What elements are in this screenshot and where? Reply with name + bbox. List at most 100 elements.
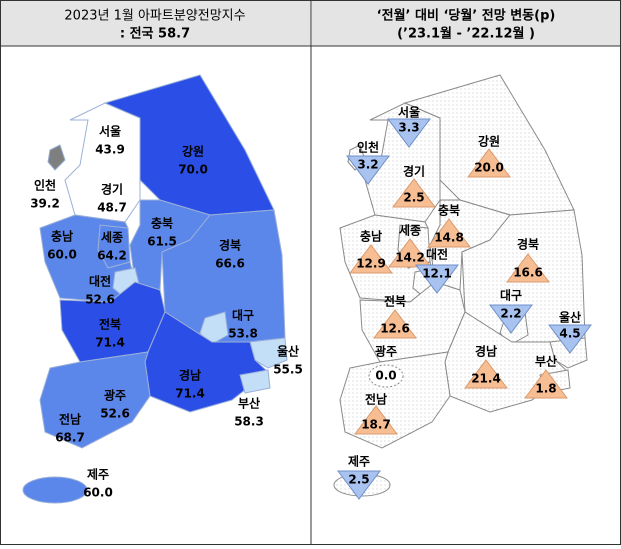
up-marker — [467, 148, 511, 178]
region-shape — [199, 311, 229, 346]
region-value: 60.0 — [47, 248, 77, 262]
up-marker — [524, 369, 568, 399]
up-marker — [388, 238, 432, 268]
region-name: 경북 — [219, 239, 241, 253]
region-value: 48.7 — [97, 201, 127, 215]
region-name: 제주 — [348, 455, 370, 469]
left-title: 2023년 1월 아파트분양전망지수 — [64, 9, 245, 24]
region-name: 광주 — [104, 388, 126, 403]
region-name: 전북 — [99, 317, 121, 332]
region-name: 충북 — [438, 203, 460, 218]
region-value: 60.0 — [83, 486, 113, 500]
down-marker — [489, 304, 533, 334]
region-value: 68.7 — [55, 431, 85, 445]
region-name: 부산 — [535, 354, 557, 369]
region-change: 14.2 — [395, 251, 425, 265]
up-marker — [506, 253, 550, 283]
region-name: 충남 — [51, 229, 73, 244]
region-name: 대구 — [232, 309, 254, 323]
flat-marker — [368, 364, 404, 388]
region-value: 71.4 — [175, 387, 205, 401]
region-name: 경북 — [517, 238, 539, 252]
region-name: 대전 — [426, 247, 448, 262]
region-change: 20.0 — [474, 161, 504, 175]
up-marker — [464, 359, 508, 389]
region-name: 강원 — [478, 135, 500, 149]
region-name: 대전 — [89, 274, 111, 289]
region-value: 55.5 — [273, 363, 303, 377]
region-shape — [239, 369, 271, 394]
down-marker — [337, 470, 381, 500]
region-name: 경기 — [101, 182, 123, 197]
region-change: 16.6 — [513, 266, 543, 280]
left-header — [1, 1, 311, 46]
right-header — [312, 1, 620, 46]
region-value: 61.5 — [147, 235, 177, 249]
region-change: 12.1 — [422, 267, 452, 281]
region-change: 4.5 — [559, 327, 580, 341]
region-shape — [339, 214, 436, 303]
region-value: 66.6 — [215, 257, 245, 271]
region-change: 2.2 — [500, 307, 521, 321]
right-title: ‘전월’ 대비 ‘당월’ 전망 변동(p) — [377, 8, 556, 24]
region-change: 3.3 — [398, 121, 419, 135]
region-name: 부산 — [238, 396, 260, 411]
region-change: 1.8 — [535, 382, 556, 396]
region-change: 0.0 — [375, 369, 396, 383]
region-shape — [39, 351, 151, 449]
region-value: 52.6 — [100, 407, 130, 421]
down-marker — [548, 324, 592, 354]
up-marker — [349, 244, 393, 274]
region-change: 2.5 — [348, 473, 369, 487]
region-value: 70.0 — [178, 163, 208, 177]
region-name: 울산 — [277, 344, 299, 359]
down-marker — [387, 118, 431, 148]
right-subtitle: (’23.1월 - ’22.12월 ) — [397, 26, 535, 42]
region-shape — [39, 214, 136, 303]
region-value: 52.6 — [85, 293, 115, 307]
region-name: 울산 — [559, 310, 581, 325]
region-name: 인천 — [34, 178, 56, 193]
region-value: 58.3 — [234, 415, 264, 429]
region-name: 충북 — [151, 216, 173, 231]
region-name: 대구 — [500, 289, 522, 303]
region-name: 경기 — [403, 164, 425, 179]
down-marker — [346, 155, 390, 185]
region-change: 21.4 — [471, 372, 501, 386]
region-name: 서울 — [398, 105, 420, 120]
region-change: 12.9 — [356, 257, 386, 271]
region-name: 제주 — [87, 468, 109, 482]
up-marker — [373, 309, 417, 339]
region-change: 14.8 — [434, 231, 464, 245]
region-name: 인천 — [357, 140, 379, 155]
region-value: 71.4 — [95, 336, 125, 350]
region-shape — [47, 144, 66, 171]
region-value: 53.8 — [228, 327, 258, 341]
region-value: 39.2 — [30, 197, 60, 211]
region-name: 서울 — [99, 124, 121, 139]
region-name: 경남 — [179, 368, 201, 383]
region-name: 경남 — [475, 344, 497, 359]
down-marker — [415, 264, 459, 294]
region-change: 18.7 — [361, 418, 391, 432]
region-name: 전남 — [365, 392, 387, 407]
region-change: 12.6 — [380, 322, 410, 336]
region-name: 광주 — [375, 344, 397, 359]
region-change: 3.2 — [357, 158, 378, 172]
region-shape — [129, 199, 211, 291]
up-marker — [427, 218, 471, 248]
region-shape — [22, 476, 88, 504]
region-value: 43.9 — [95, 143, 125, 157]
region-name: 세종 — [101, 230, 123, 245]
region-name: 전북 — [384, 294, 406, 309]
region-name: 세종 — [399, 223, 421, 238]
region-value: 64.2 — [97, 249, 127, 263]
region-change: 2.5 — [403, 191, 424, 205]
left-subtitle: : 전국 58.7 — [120, 26, 190, 42]
region-name: 충남 — [360, 229, 382, 244]
region-name: 전남 — [59, 412, 81, 427]
region-name: 강원 — [182, 145, 204, 159]
up-marker — [354, 405, 398, 435]
up-marker — [392, 178, 436, 208]
